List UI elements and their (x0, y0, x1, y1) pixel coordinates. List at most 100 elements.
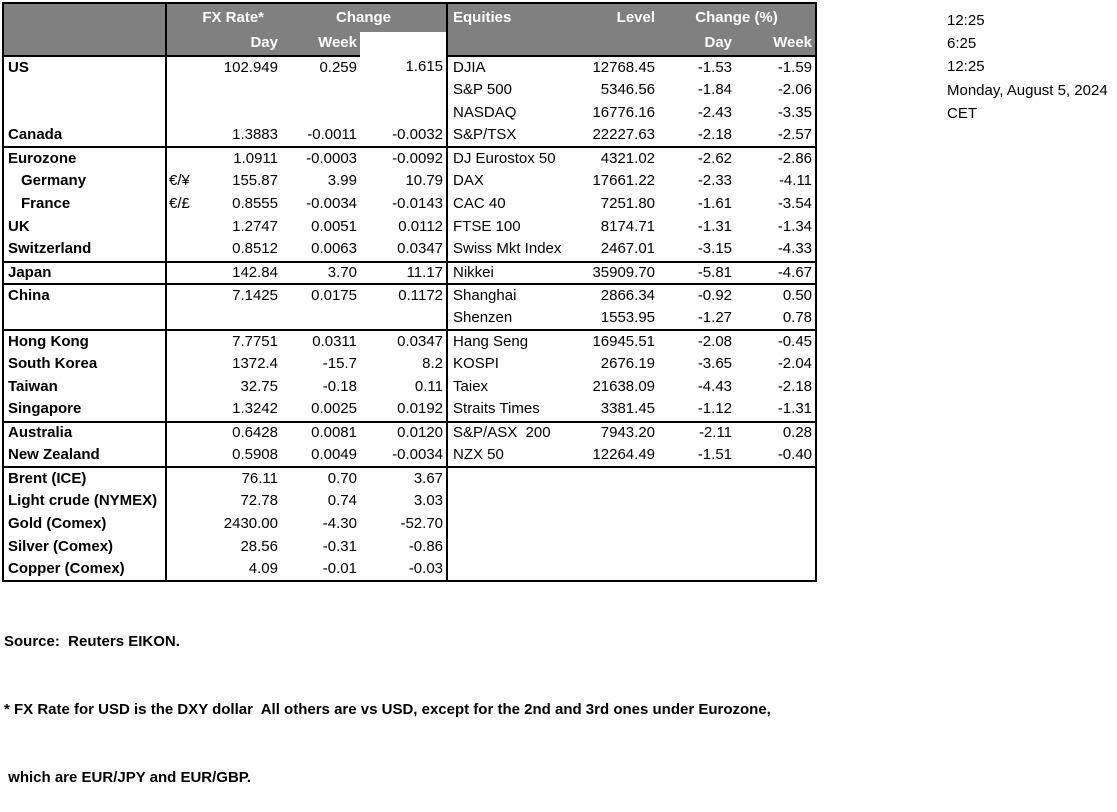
equity-week-change-value: -3.54 (777, 195, 813, 213)
fx-week-change-value (360, 307, 448, 332)
index-label: KOSPI (453, 355, 499, 373)
fx-rate-value: 1.3883 (198, 124, 281, 149)
currency-pair-label (166, 513, 198, 536)
fx-rate-value (198, 79, 281, 102)
fx-table-row (3, 101, 447, 125)
equity-table-row (448, 536, 816, 559)
index-level-value: 16945.51 (592, 332, 656, 350)
equity-week-change-value: -4.11 (778, 172, 813, 190)
country-label: US (3, 56, 167, 79)
fx-day-change-value: 0.0175 (311, 287, 357, 305)
index-label: NZX 50 (448, 444, 564, 469)
equity-table-row: Taiex 21638.09 -4.43 -2.18 (448, 376, 816, 399)
fx-footnote-line-1: * FX Rate for USD is the DXY dollar All … (4, 700, 771, 718)
fx-rate-value: 0.8555 (232, 195, 278, 213)
index-level-value: 16776.16 (592, 103, 656, 121)
change-column-header: Change (281, 3, 448, 32)
index-label (448, 490, 563, 513)
fx-day-change-value: -0.18 (322, 377, 357, 395)
index-label (448, 513, 563, 536)
equity-week-change-value: -2.04 (777, 355, 813, 373)
fx-week-change-value: -52.70 (400, 515, 444, 533)
equity-day-change-value: -4.43 (697, 377, 733, 395)
currency-pair-label (166, 536, 198, 559)
fx-day-change-value: 0.0051 (311, 218, 357, 236)
equity-table-row: NASDAQ 16776.16 -2.43 -3.35 (448, 102, 816, 125)
fx-day-change-value: -0.0003 (306, 150, 357, 168)
index-label: NASDAQ (453, 103, 517, 121)
equity-table-row: DJ Eurostox 50 4321.02 -2.62 -2.86 (448, 147, 816, 170)
fx-rate-value: 28.56 (240, 537, 278, 555)
fx-week-change-value: -0.0143 (392, 195, 444, 213)
fx-week-change-value: -0.86 (408, 537, 444, 555)
fx-table-row: Gold (Comex) 2430.00 -4.30 -52.70 (3, 512, 447, 536)
equity-day-change-value: -1.12 (658, 398, 736, 423)
country-label: Copper (Comex) (3, 558, 167, 582)
country-label: South Korea (3, 352, 167, 376)
fx-rate-value: 76.11 (241, 469, 278, 487)
country-label: France (3, 193, 167, 216)
index-level-value: 8174.71 (600, 218, 656, 236)
index-level-value: 2866.34 (600, 287, 656, 305)
index-level-value: 12768.45 (592, 58, 656, 76)
equity-week-change-value: -1.34 (777, 218, 813, 236)
fx-rate-value: 1.2747 (232, 218, 278, 236)
equity-day-change-value (658, 467, 735, 490)
fx-table-row: Brent (ICE) 76.11 0.70 3.67 (3, 467, 447, 491)
equity-day-change-value: -2.43 (697, 103, 733, 121)
equity-day-change-value: -1.27 (658, 307, 736, 332)
country-label (3, 101, 167, 125)
index-level-value (563, 467, 658, 490)
country-label: Brent (ICE) (3, 467, 167, 491)
equity-week-change-value: -1.31 (735, 398, 817, 423)
country-label: Taiwan (3, 375, 167, 399)
fx-week-change-value: -0.0092 (392, 150, 444, 168)
time-line-1: 12:25 (947, 12, 985, 29)
currency-pair-label (166, 422, 198, 445)
equity-day-change-value: -2.11 (698, 424, 733, 442)
equity-week-change-value: -2.18 (777, 377, 813, 395)
fx-rate-value: 7.7751 (232, 332, 278, 350)
equity-table-row: Shanghai 2866.34 -0.92 0.50 (448, 284, 816, 307)
index-label: S&P/ASX 200 (453, 424, 551, 442)
equity-day-change-value (658, 490, 735, 513)
currency-pair-label (166, 216, 198, 239)
country-label: Singapore (3, 398, 167, 423)
fx-rate-value: 0.8512 (198, 238, 281, 263)
equity-day-change-value: -2.18 (658, 124, 736, 149)
country-label: Germany (3, 170, 167, 194)
fx-rate-column-header: FX Rate* (166, 3, 281, 32)
fx-rate-value: 155.87 (232, 172, 278, 190)
equity-day-change-value: -5.81 (658, 261, 736, 286)
fx-day-change-value: 0.0049 (281, 444, 360, 469)
fx-rate-value: 1372.4 (232, 355, 278, 373)
equity-week-change-value: -1.59 (777, 58, 813, 76)
fx-week-change-value: 0.0112 (398, 218, 444, 236)
equity-week-change-value: -2.06 (777, 81, 813, 99)
fx-rate-value: 7.1425 (232, 287, 278, 305)
index-label: DJ Eurostox 50 (453, 150, 556, 168)
index-level-value: 17661.22 (592, 172, 656, 190)
equity-table-row (448, 490, 816, 513)
equity-table-row: NZX 50 12264.49 -1.51 -0.40 (448, 444, 817, 469)
fx-table-header: FX Rate* Change Day Week (3, 3, 448, 57)
index-label: CAC 40 (453, 195, 506, 213)
market-data-tables: FX Rate* Change Day Week US 102.949 0.259 1… (2, 2, 818, 583)
fx-table-row: France €/£ 0.8555 -0.0034 -0.0143 (3, 193, 447, 216)
fx-day-change-value: -0.0011 (281, 124, 360, 149)
equity-week-change-value: -2.86 (777, 150, 813, 168)
equity-day-change-value (658, 513, 735, 536)
blank-header-cell (448, 32, 564, 57)
index-level-value: 21638.09 (592, 377, 656, 395)
equity-week-change-value: -2.57 (735, 124, 817, 149)
currency-pair-label (166, 261, 198, 286)
time-line-2: 6:25 (947, 35, 977, 53)
currency-pair-label (166, 79, 198, 102)
currency-pair-label (166, 398, 198, 423)
fx-week-change-value: 0.0347 (397, 332, 444, 350)
fx-table-row: Germany €/¥ 155.87 3.99 10.79 (3, 170, 447, 194)
country-label (3, 78, 167, 102)
country-label: China (3, 284, 167, 308)
fx-day-change-value (281, 307, 360, 332)
fx-table-row: US 102.949 0.259 1.615 (3, 56, 447, 79)
